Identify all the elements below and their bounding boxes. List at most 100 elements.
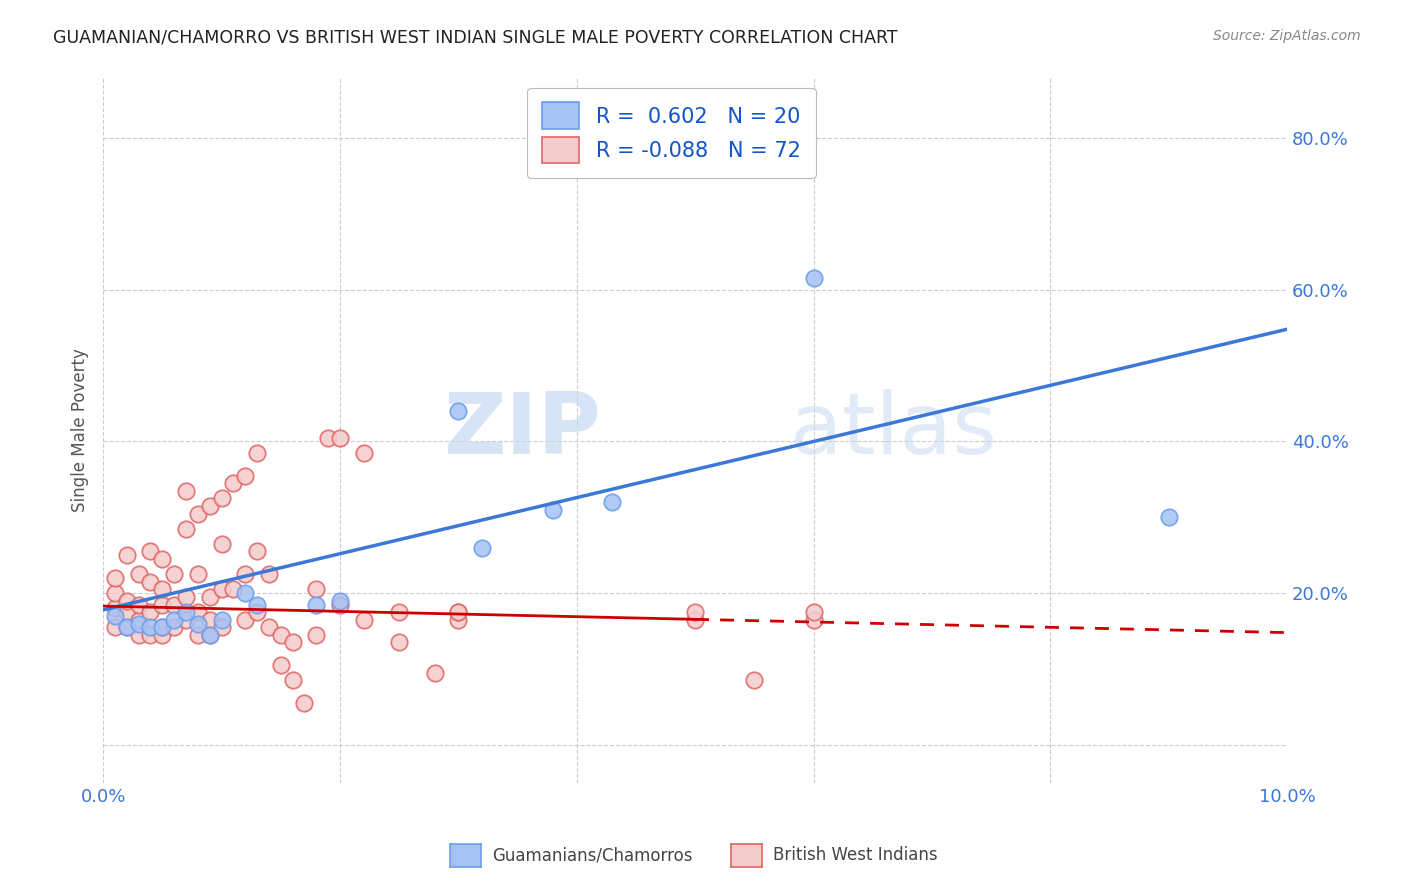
Text: ZIP: ZIP xyxy=(443,389,600,472)
Point xyxy=(187,507,209,521)
Point xyxy=(447,605,470,619)
Point xyxy=(150,620,173,634)
Point xyxy=(233,613,256,627)
Point xyxy=(150,620,173,634)
Point xyxy=(329,431,352,445)
Point xyxy=(174,590,197,604)
Point xyxy=(233,468,256,483)
Point xyxy=(211,537,233,551)
Point xyxy=(246,598,269,612)
Point xyxy=(104,586,127,600)
Point xyxy=(281,635,304,649)
Point xyxy=(174,483,197,498)
Text: atlas: atlas xyxy=(790,389,998,472)
Point xyxy=(104,608,127,623)
Point xyxy=(447,404,470,418)
Point xyxy=(423,665,446,680)
Text: Guamanians/Chamorros: Guamanians/Chamorros xyxy=(492,847,693,864)
Point xyxy=(139,544,162,558)
Point xyxy=(150,552,173,566)
Point xyxy=(316,431,339,445)
Point xyxy=(163,598,186,612)
Point xyxy=(803,271,825,285)
Point xyxy=(233,586,256,600)
Legend: R =  0.602   N = 20, R = -0.088   N = 72: R = 0.602 N = 20, R = -0.088 N = 72 xyxy=(527,87,815,178)
Point xyxy=(150,582,173,597)
Point xyxy=(198,613,221,627)
Point xyxy=(174,522,197,536)
Point xyxy=(128,567,150,582)
Point xyxy=(471,541,494,555)
Point xyxy=(104,601,127,615)
Point xyxy=(104,620,127,634)
Point xyxy=(541,502,564,516)
Point xyxy=(163,620,186,634)
Point xyxy=(115,548,138,562)
Point xyxy=(163,613,186,627)
Point xyxy=(257,567,280,582)
Point xyxy=(246,544,269,558)
Point xyxy=(305,582,328,597)
Point xyxy=(163,567,186,582)
Point xyxy=(187,616,209,631)
Point xyxy=(270,658,292,673)
Point xyxy=(246,446,269,460)
Point xyxy=(222,582,245,597)
Point xyxy=(128,616,150,631)
Point xyxy=(222,476,245,491)
Point xyxy=(388,605,411,619)
Point xyxy=(150,598,173,612)
Point xyxy=(115,605,138,619)
Point xyxy=(139,605,162,619)
Point xyxy=(353,446,375,460)
Point xyxy=(187,628,209,642)
Point xyxy=(198,590,221,604)
Point xyxy=(211,491,233,506)
Point xyxy=(115,593,138,607)
Point xyxy=(174,605,197,619)
Point xyxy=(150,628,173,642)
Point xyxy=(294,696,316,710)
Text: British West Indians: British West Indians xyxy=(773,847,938,864)
Point xyxy=(281,673,304,688)
Point xyxy=(139,628,162,642)
Point xyxy=(742,673,765,688)
Point xyxy=(353,613,375,627)
Point xyxy=(198,499,221,513)
Y-axis label: Single Male Poverty: Single Male Poverty xyxy=(72,348,89,512)
Point xyxy=(128,628,150,642)
Point xyxy=(246,605,269,619)
Point xyxy=(683,613,706,627)
Point xyxy=(115,620,138,634)
Point xyxy=(128,598,150,612)
Point xyxy=(329,598,352,612)
Point xyxy=(174,613,197,627)
Point xyxy=(198,628,221,642)
Point xyxy=(187,605,209,619)
Point xyxy=(803,613,825,627)
Point xyxy=(198,628,221,642)
Point xyxy=(683,605,706,619)
Point xyxy=(257,620,280,634)
Point xyxy=(233,567,256,582)
Point xyxy=(211,582,233,597)
Point xyxy=(128,613,150,627)
Point xyxy=(600,495,623,509)
Point xyxy=(305,598,328,612)
Point xyxy=(388,635,411,649)
Text: GUAMANIAN/CHAMORRO VS BRITISH WEST INDIAN SINGLE MALE POVERTY CORRELATION CHART: GUAMANIAN/CHAMORRO VS BRITISH WEST INDIA… xyxy=(53,29,898,46)
Point xyxy=(115,620,138,634)
Point xyxy=(139,620,162,634)
Point xyxy=(305,628,328,642)
Point xyxy=(803,605,825,619)
Point xyxy=(1157,510,1180,524)
Text: Source: ZipAtlas.com: Source: ZipAtlas.com xyxy=(1213,29,1361,43)
Point xyxy=(447,605,470,619)
Point xyxy=(211,613,233,627)
Point xyxy=(104,571,127,585)
Point xyxy=(270,628,292,642)
Point xyxy=(211,620,233,634)
Point xyxy=(187,567,209,582)
Point xyxy=(329,593,352,607)
Point xyxy=(139,574,162,589)
